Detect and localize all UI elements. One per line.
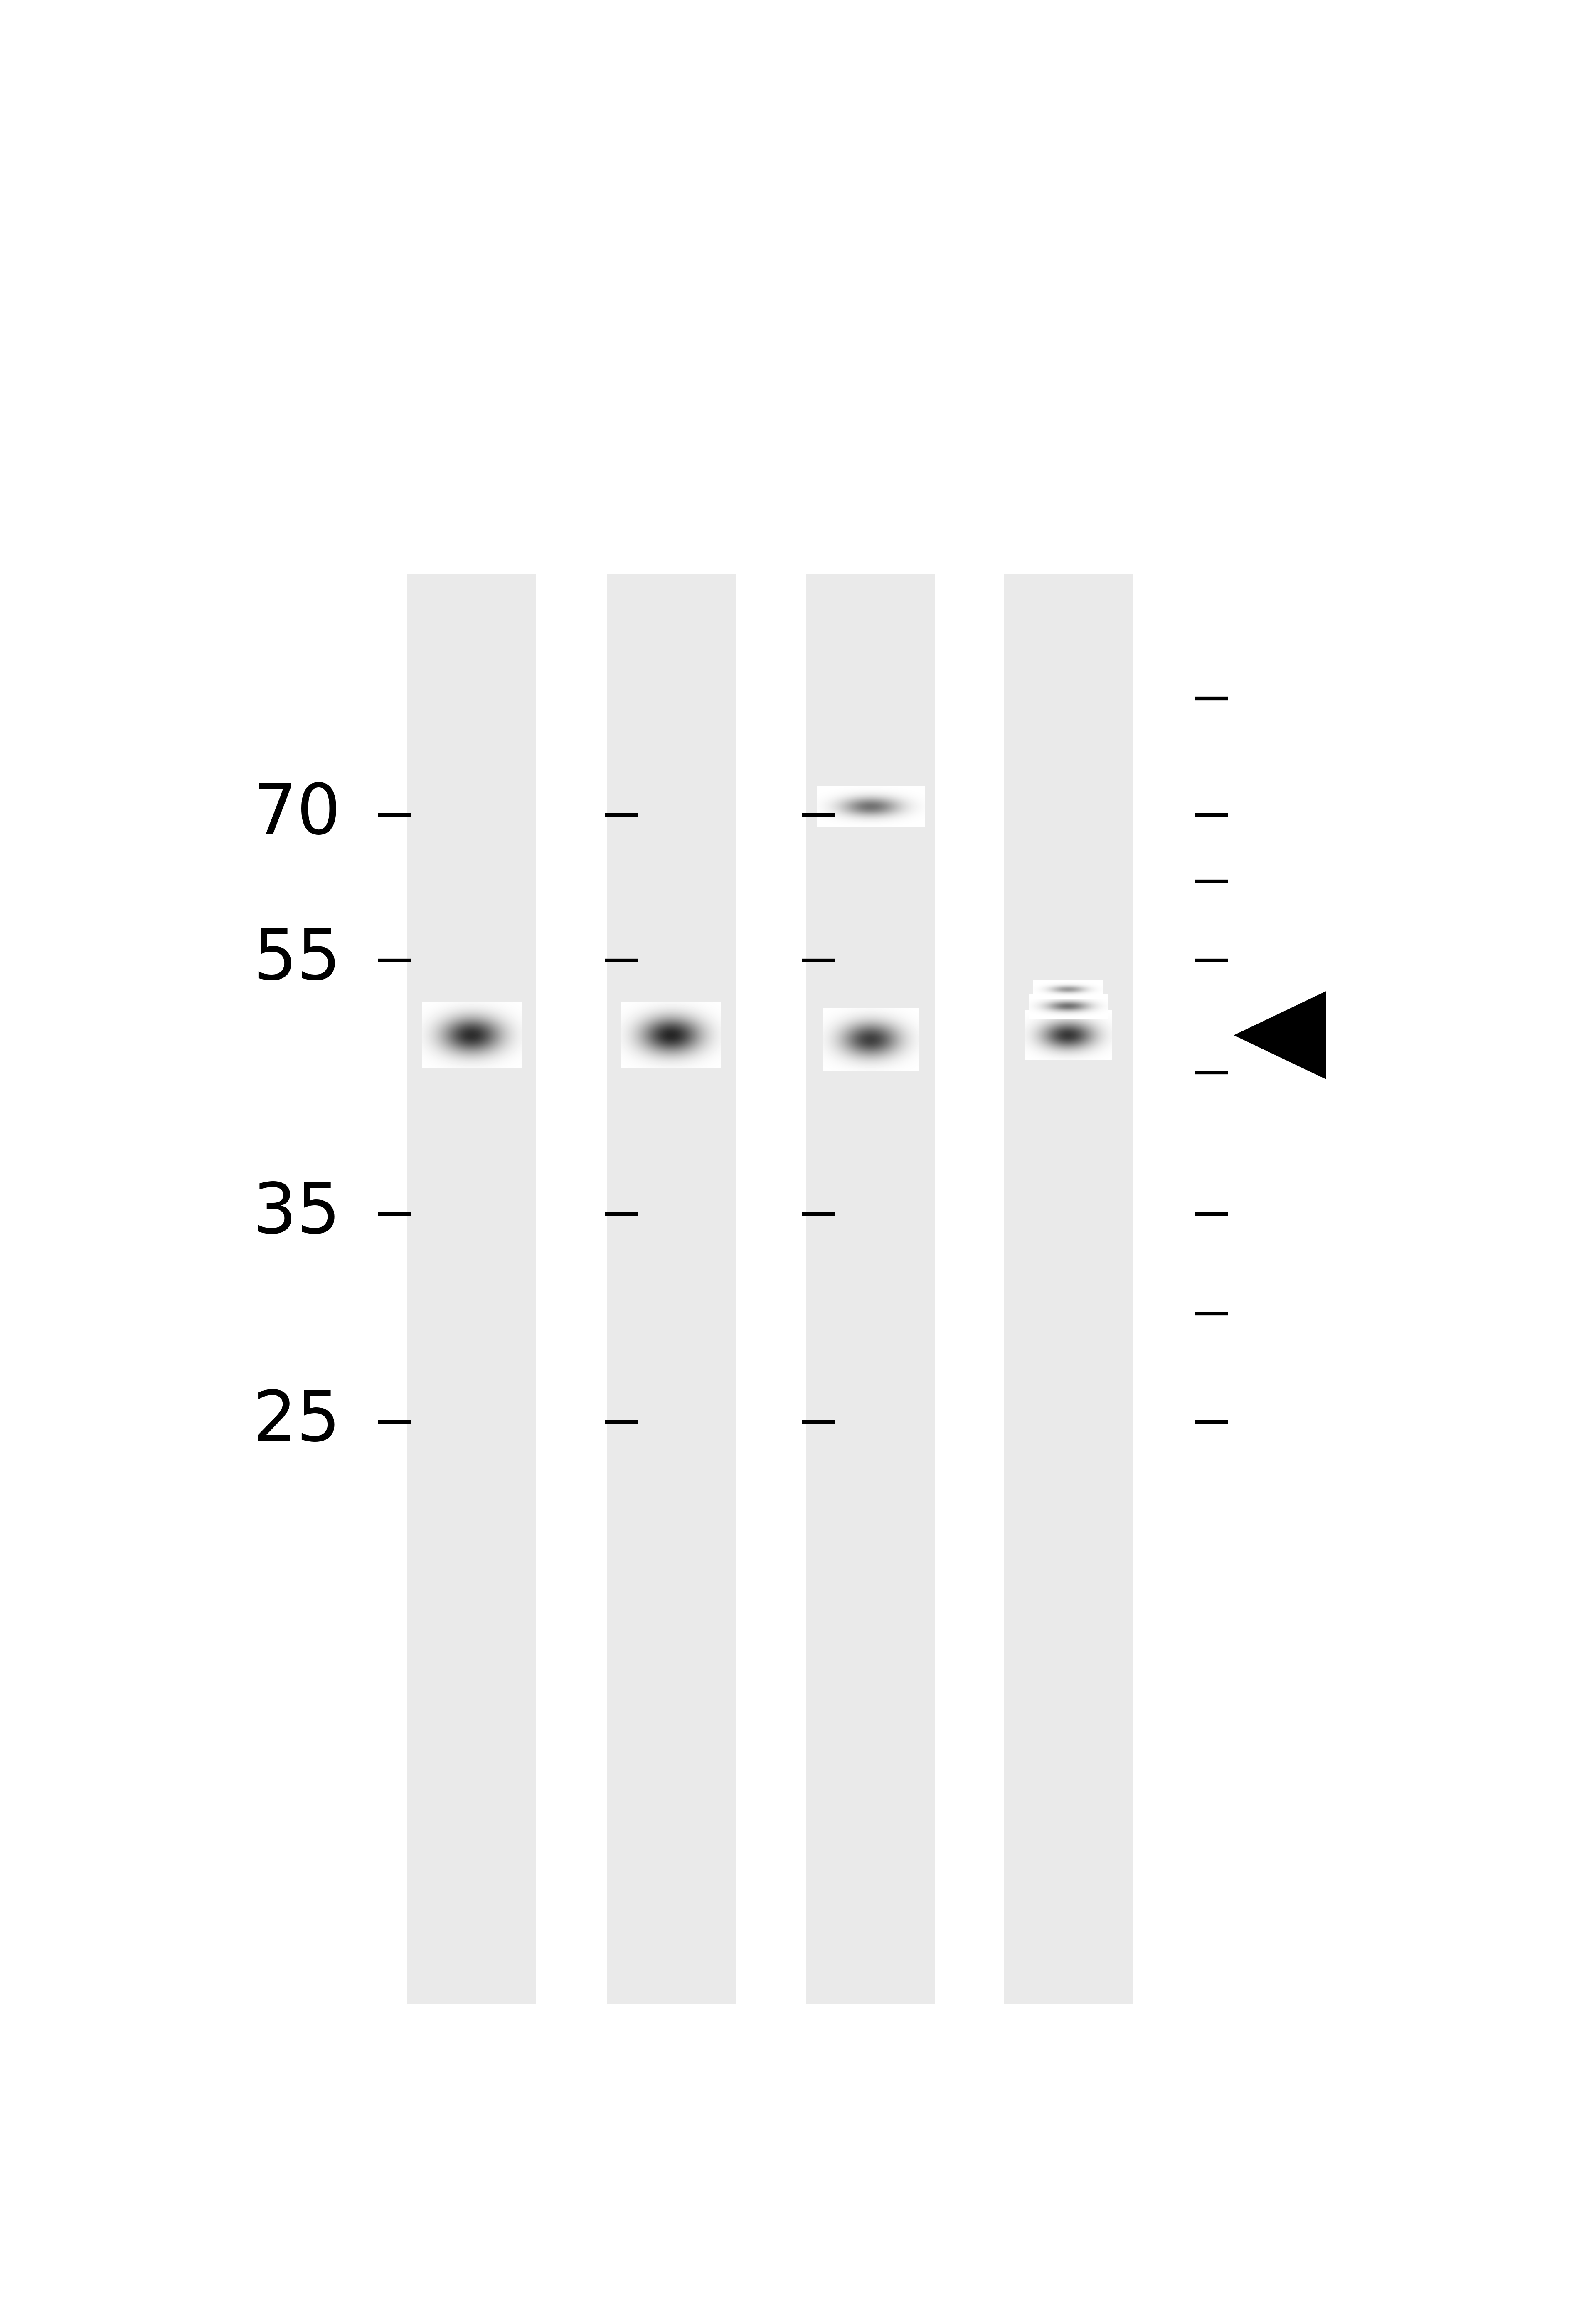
Bar <box>606 575 736 2004</box>
Text: 25: 25 <box>252 1388 342 1455</box>
Text: 55: 55 <box>252 927 342 994</box>
Text: 35: 35 <box>252 1179 342 1249</box>
Bar <box>806 575 935 2004</box>
Text: 70: 70 <box>252 781 342 848</box>
Bar <box>1004 575 1133 2004</box>
Polygon shape <box>1234 992 1326 1080</box>
Bar <box>407 575 536 2004</box>
